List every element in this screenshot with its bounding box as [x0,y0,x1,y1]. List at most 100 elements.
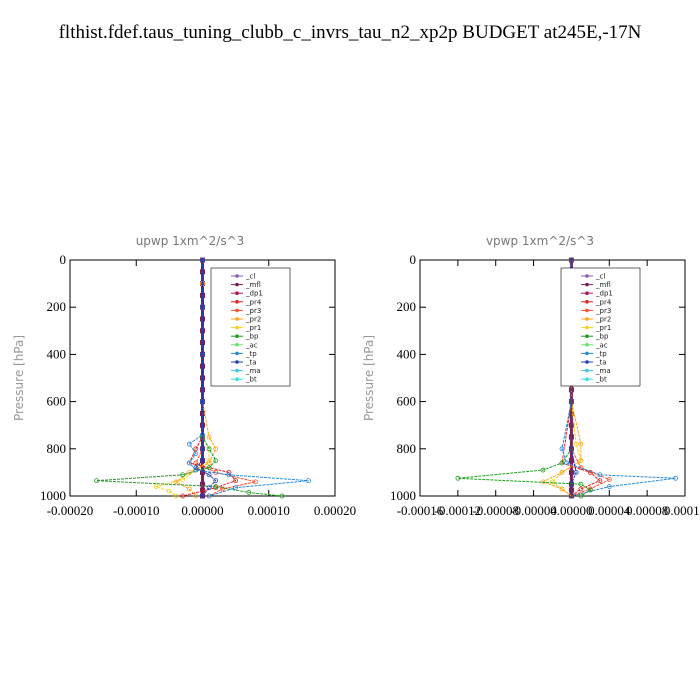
legend-marker [235,308,239,313]
series-point [559,446,565,452]
series-point [206,472,212,478]
series-point [606,477,612,482]
legend-label: _ma [245,367,261,375]
series-point [193,465,199,471]
series-point [569,446,574,452]
legend-label: _pr2 [595,316,611,324]
panel-title: vpwp 1xm^2/s^3 [486,234,594,248]
y-tick-label: 0 [410,252,417,267]
series-point [206,434,212,440]
series-point [200,304,205,310]
x-tick-label: -0.00016 [397,503,444,518]
legend-box [560,267,641,387]
legend-label: _cl [595,273,605,281]
series-point [559,469,565,475]
series-point [233,485,239,491]
series-point [200,487,205,493]
x-tick-label: 0.00000 [181,503,223,518]
legend-marker [235,360,239,364]
legend-box [210,267,291,387]
y-tick-label: 800 [47,441,67,456]
series-line-pr2 [175,260,217,497]
series-point [569,481,574,487]
legend-marker [235,377,239,382]
legend-marker [585,368,589,373]
series-point [180,472,186,478]
series-point [578,493,584,499]
series-point [226,472,232,478]
series-point [94,478,99,484]
series-point [193,493,199,499]
legend-label: _ta [595,359,607,367]
y-axis-label: Pressure [hPa] [362,335,376,421]
x-tick-label: -0.00020 [47,503,94,518]
legend-marker [235,368,239,373]
legend-label: _ta [245,359,257,367]
x-tick-label: -0.00010 [113,503,160,518]
legend-marker [585,351,589,356]
y-tick-label: 600 [397,394,417,409]
series-point [573,441,579,447]
x-tick-label: -0.00012 [435,503,482,518]
chart-panel-upwp: upwp 1xm^2/s^3 Pressure [hPa] 0 200 400 600 80… [12,234,356,518]
series-point [587,487,593,493]
x-tick-label: 0.00012 [664,503,700,518]
y-tick-label: 1000 [40,488,66,503]
series-point [569,493,574,499]
series-point [200,281,205,287]
legend-marker [235,325,239,330]
series-point [587,469,593,475]
series-point [455,475,461,481]
legend-label: _pr4 [595,298,612,306]
legend-marker [235,334,239,339]
series-point [568,487,574,493]
series-point [186,460,192,466]
series-point [180,493,186,499]
y-tick-label: 200 [397,299,417,314]
series-point [573,469,579,475]
series-point [213,478,219,484]
series-point [578,481,584,487]
series-point [200,446,205,452]
y-tick-label: 1000 [390,488,416,503]
series-point [166,488,172,494]
legend-label: _dp1 [245,290,263,298]
series-point [200,469,205,475]
series-point [578,441,584,447]
series-point [206,465,212,471]
series-point [569,257,574,263]
series-point [219,486,225,492]
x-tick-label: 0.00020 [314,503,356,518]
x-tick-label: 0.00010 [248,503,290,518]
legend-marker [585,308,589,313]
x-tick-label: 0.00008 [626,503,668,518]
legend-marker [585,291,589,296]
legend-marker [235,351,239,356]
legend-label: _tp [245,350,257,358]
x-tick-label: 0.00004 [588,503,631,518]
series-point [206,485,212,491]
legend-marker [235,291,239,296]
series-point [193,451,199,456]
y-tick-label: 600 [47,394,67,409]
series-point [559,486,565,492]
series-point [253,479,258,485]
plot-frame [419,259,686,497]
legend-marker [585,377,589,382]
legend-label: _ac [245,341,258,349]
series-line-ta [570,260,577,496]
x-tick-label: 0.00000 [550,503,592,518]
legend-marker [585,274,589,278]
series-point [578,458,584,464]
series-point [173,479,179,485]
series-point [306,478,311,484]
legend-marker [585,317,589,321]
x-tick-label: -0.00008 [472,503,519,518]
panel-title: upwp 1xm^2/s^3 [136,234,245,248]
legend-marker [585,343,589,347]
legend-label: _cl [245,273,255,281]
series-point [540,467,546,473]
legend-marker [235,317,239,321]
legend-marker [235,274,239,278]
